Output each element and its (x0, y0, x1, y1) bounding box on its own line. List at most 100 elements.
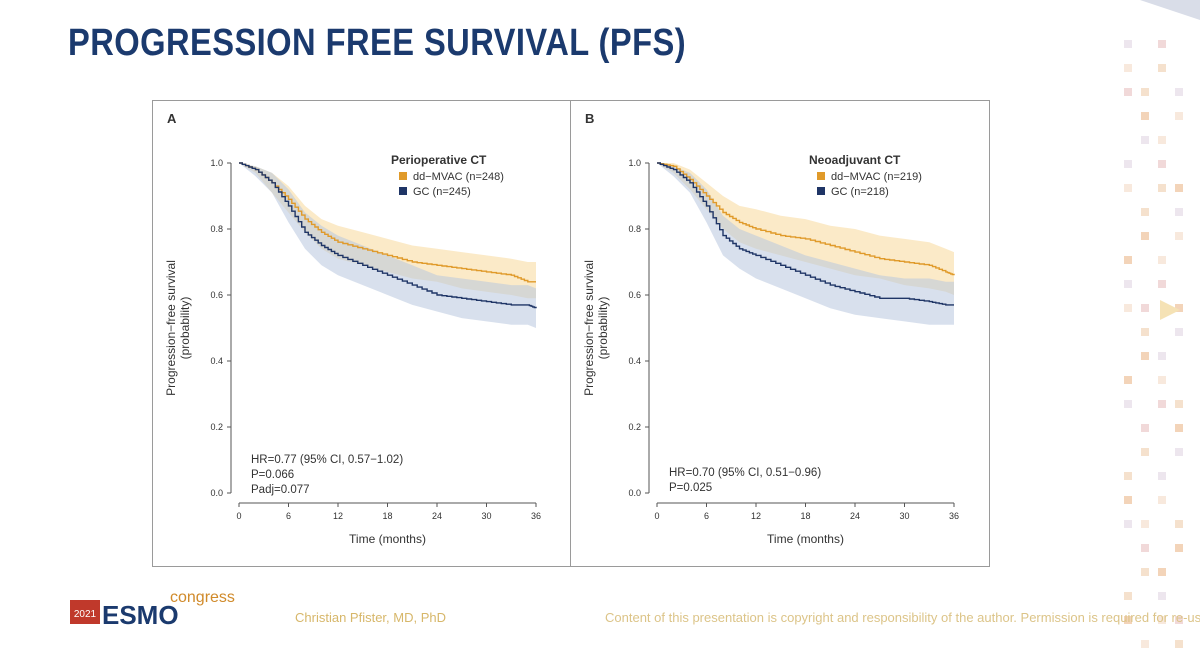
x-tick-label: 0 (654, 511, 659, 521)
x-tick-label: 12 (751, 511, 761, 521)
deco-square (1141, 304, 1149, 312)
y-tick-label: 0.8 (210, 224, 223, 234)
x-tick-label: 24 (850, 511, 860, 521)
stats-annotation: HR=0.77 (95% CI, 0.57−1.02) (251, 454, 403, 466)
deco-square (1158, 136, 1166, 144)
y-tick-label: 0.0 (628, 488, 641, 498)
stats-annotation: HR=0.70 (95% CI, 0.51−0.96) (669, 467, 821, 479)
footer-author: Christian Pfister, MD, PhD (295, 610, 446, 625)
x-axis-label: Time (months) (767, 532, 844, 546)
deco-triangle (1160, 300, 1180, 320)
deco-square (1124, 400, 1132, 408)
deco-square (1158, 472, 1166, 480)
deco-square (1158, 616, 1166, 624)
deco-square (1158, 64, 1166, 72)
panel-label: B (585, 111, 594, 126)
deco-square (1175, 400, 1183, 408)
deco-square (1175, 544, 1183, 552)
logo-name: ESMO (102, 600, 179, 628)
deco-square (1124, 496, 1132, 504)
y-tick-label: 0.6 (628, 290, 641, 300)
x-tick-label: 12 (333, 511, 343, 521)
y-tick-label: 1.0 (210, 158, 223, 168)
deco-square (1175, 520, 1183, 528)
km-curve-gc (239, 162, 537, 309)
x-tick-label: 0 (236, 511, 241, 521)
stats-annotation: Padj=0.077 (251, 484, 310, 496)
deco-square (1124, 304, 1132, 312)
legend-title: Neoadjuvant CT (809, 153, 901, 167)
footer-copyright: Content of this presentation is copyrigh… (605, 610, 1200, 625)
deco-square (1141, 448, 1149, 456)
slide-title: PROGRESSION FREE SURVIVAL (PFS) (68, 22, 687, 64)
deco-square (1141, 328, 1149, 336)
deco-square (1158, 376, 1166, 384)
y-tick-label: 0.6 (210, 290, 223, 300)
figure-frame: A 0.0 0.2 0.4 0.6 0.8 1.0 0 6 12 18 24 30 36 Time (mon… (152, 100, 990, 567)
y-tick-label: 0.2 (210, 422, 223, 432)
legend-swatch (399, 172, 407, 180)
legend-entry: GC (n=245) (413, 186, 471, 198)
deco-square (1124, 376, 1132, 384)
confidence-band-ddmvac (657, 163, 954, 295)
km-curve-ddmvac (657, 162, 955, 276)
deco-square (1124, 472, 1132, 480)
deco-square (1158, 352, 1166, 360)
deco-square (1175, 424, 1183, 432)
legend-swatch (399, 187, 407, 195)
y-tick-label: 0.8 (628, 224, 641, 234)
y-tick-label: 0.2 (628, 422, 641, 432)
x-tick-label: 6 (286, 511, 291, 521)
logo-year: 2021 (74, 609, 97, 620)
deco-square (1158, 280, 1166, 288)
x-tick-label: 36 (949, 511, 959, 521)
y-axis-label: Progression−free survival (582, 260, 596, 396)
deco-square (1141, 88, 1149, 96)
deco-square (1175, 640, 1183, 648)
deco-triangle (1140, 0, 1200, 20)
confidence-band-gc (657, 163, 954, 325)
deco-square (1141, 352, 1149, 360)
y-axis-label-unit: (probability) (596, 297, 610, 360)
logo-year-block (70, 600, 100, 624)
deco-square (1175, 184, 1183, 192)
deco-square (1141, 568, 1149, 576)
deco-square (1124, 64, 1132, 72)
deco-square (1175, 616, 1183, 624)
esmo-logo: 2021 ESMO congress (70, 589, 235, 628)
deco-square (1158, 400, 1166, 408)
legend-entry: GC (n=218) (831, 186, 889, 198)
deco-square (1175, 112, 1183, 120)
deco-square (1141, 136, 1149, 144)
x-tick-label: 18 (800, 511, 810, 521)
deco-square (1175, 328, 1183, 336)
panel-label: A (167, 111, 177, 126)
deco-square (1158, 568, 1166, 576)
deco-square (1141, 232, 1149, 240)
y-axis-label-unit: (probability) (178, 297, 192, 360)
deco-square (1124, 520, 1132, 528)
deco-square (1158, 592, 1166, 600)
legend-swatch (817, 187, 825, 195)
deco-square (1124, 184, 1132, 192)
confidence-band-ddmvac (239, 163, 536, 299)
decorative-pattern (1124, 0, 1200, 648)
deco-square (1124, 280, 1132, 288)
legend-entry: dd−MVAC (n=219) (831, 171, 922, 183)
y-tick-label: 1.0 (628, 158, 641, 168)
km-curve-gc (657, 162, 954, 306)
y-axis-label: Progression−free survival (164, 260, 178, 396)
deco-square (1175, 208, 1183, 216)
y-tick-label: 0.4 (628, 356, 641, 366)
deco-square (1141, 520, 1149, 528)
km-plot-panel-b: B 0.0 0.2 0.4 0.6 0.8 1.0 0 6 12 18 24 30 36 Time (mon… (582, 111, 959, 546)
deco-square (1158, 256, 1166, 264)
deco-square (1124, 616, 1132, 624)
confidence-band-gc (239, 163, 536, 328)
deco-square (1124, 40, 1132, 48)
deco-square (1141, 640, 1149, 648)
x-tick-label: 30 (481, 511, 491, 521)
deco-square (1141, 112, 1149, 120)
stats-annotation: P=0.066 (251, 469, 294, 481)
deco-square (1141, 424, 1149, 432)
